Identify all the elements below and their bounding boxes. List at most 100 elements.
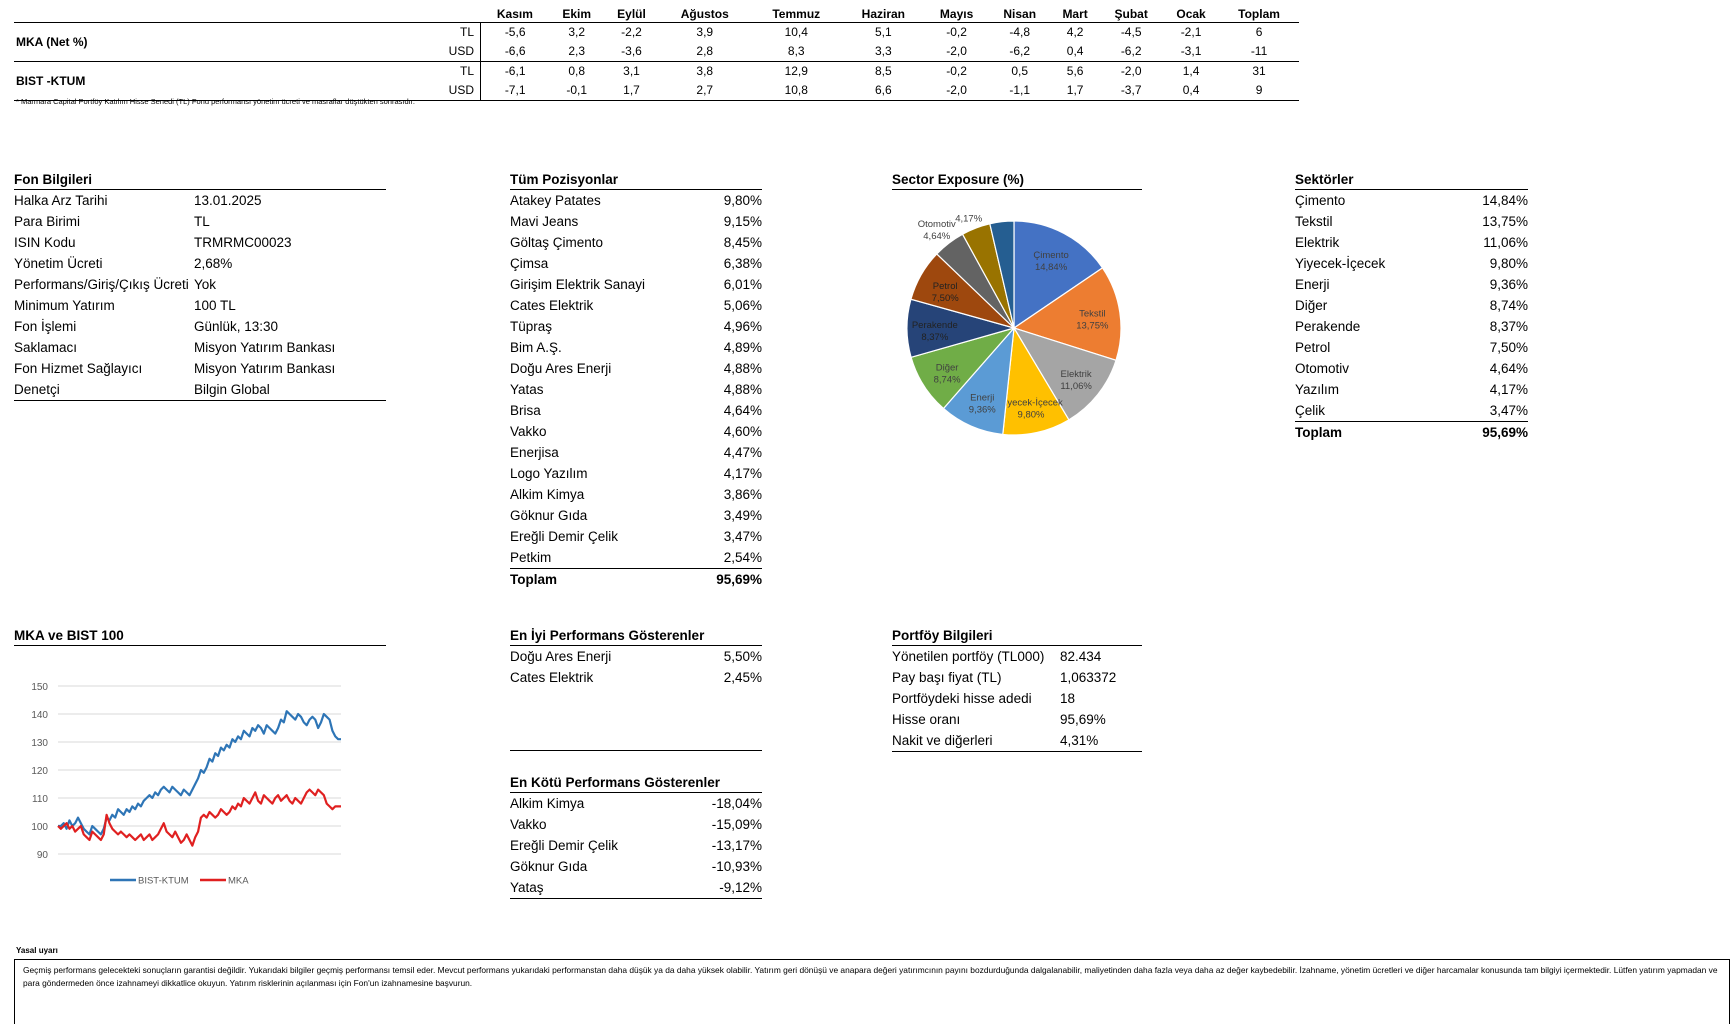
position-row: Ereğli Demir Çelik 3,47% xyxy=(510,526,762,547)
en-kotu-title: En Kötü Performans Gösterenler xyxy=(510,773,762,793)
performance-value: 31 xyxy=(1252,64,1266,78)
sector-exposure-section: Sector Exposure (%) xyxy=(892,170,1142,190)
row-value: 7,50% xyxy=(1489,340,1528,355)
row-value: -18,04% xyxy=(711,796,762,811)
row-value: 8,45% xyxy=(723,235,762,250)
pie-slice xyxy=(1012,326,1117,421)
fon-bilgi-row: ISIN Kodu TRMRMC00023 xyxy=(14,232,386,253)
pie-slice-value: 14,84% xyxy=(1035,262,1068,273)
performance-table-header: Kasım Ekim Eylül Ağustos Temmuz Haziran Mayıs N… xyxy=(14,6,1299,23)
portfoy-bilgi-row: Nakit ve diğerleri 4,31% xyxy=(892,730,1142,751)
row-value: 5,50% xyxy=(723,649,762,664)
row-value: 4,17% xyxy=(723,466,762,481)
month-header: Haziran xyxy=(861,7,906,21)
fon-bilgi-row: Fon Hizmet Sağlayıcı Misyon Yatırım Banka… xyxy=(14,358,386,379)
performance-value: 5,1 xyxy=(874,25,892,39)
pie-slice-name: Otomotiv xyxy=(918,219,956,230)
currency-label: TL xyxy=(459,64,474,78)
row-value: 6,38% xyxy=(723,256,762,271)
row-value: 3,49% xyxy=(723,508,762,523)
row-value: Günlük, 13:30 xyxy=(194,319,279,334)
row-label: Yazılım xyxy=(1295,382,1340,397)
portfoy-bilgi-row: Yönetilen portföy (TL000) 82.434 xyxy=(892,646,1142,667)
month-header: Eylül xyxy=(617,7,646,21)
legal-text: Geçmiş performans gelecekteki sonuçların… xyxy=(14,959,1730,1024)
pie-slice-value: 13,75% xyxy=(1076,321,1109,332)
performance-value: -6,1 xyxy=(480,61,550,81)
fon-bilgi-row: Halka Arz Tarihi 13.01.2025 xyxy=(14,190,386,211)
position-row: Göltaş Çimento 8,45% xyxy=(510,232,762,253)
performance-value: -2,1 xyxy=(1180,25,1202,39)
sektorler-title: Sektörler xyxy=(1295,170,1528,190)
position-row: Logo Yazılım 4,17% xyxy=(510,463,762,484)
row-label: Hisse oranı xyxy=(892,712,961,727)
legend-label: MKA xyxy=(228,876,249,887)
row-label: Cates Elektrik xyxy=(510,298,594,313)
row-value: 9,15% xyxy=(723,214,762,229)
row-label: Yatas xyxy=(510,382,544,397)
row-label: ISIN Kodu xyxy=(14,235,76,250)
performance-value: 9 xyxy=(1219,81,1299,101)
row-value: 4,17% xyxy=(1489,382,1528,397)
row-value: 3,47% xyxy=(1489,403,1528,418)
series-line-mka xyxy=(57,788,341,847)
row-value: 2,68% xyxy=(194,256,233,271)
pie-slice xyxy=(1013,220,1104,330)
performance-value: 0,4 xyxy=(1163,81,1220,101)
pie-slice-label: Perakende 8,37% xyxy=(912,320,958,343)
fon-bilgi-row: Fon İşlemi Günlük, 13:30 xyxy=(14,316,386,337)
row-label: Minimum Yatırım xyxy=(14,298,115,313)
row-value: 4,89% xyxy=(723,340,762,355)
performance-value: 3,1 xyxy=(623,64,640,78)
row-label: Enerjisa xyxy=(510,445,559,460)
pie-slice-value: 8,37% xyxy=(921,332,948,343)
row-label: Alkim Kimya xyxy=(510,487,585,502)
performance-value: 8,3 xyxy=(750,42,842,62)
sector-row: Tekstil 13,75% xyxy=(1295,211,1528,232)
position-row: Yatas 4,88% xyxy=(510,379,762,400)
pie-slice-name: Petrol xyxy=(933,281,958,292)
y-tick-label: 140 xyxy=(31,710,48,721)
pie-slice-value: 4,64% xyxy=(923,231,950,242)
performance-value: -6,2 xyxy=(988,42,1051,62)
month-header: Ekim xyxy=(562,7,592,21)
row-label: Logo Yazılım xyxy=(510,466,588,481)
pie-slice-value: 8,74% xyxy=(934,374,961,385)
performance-row: USD -7,1 -0,1 1,7 2,7 10,8 6,6 -2,0 -1,1 1,7 -3,7 0… xyxy=(14,81,1299,101)
total-value: 95,69% xyxy=(1482,425,1528,440)
y-tick-label: 130 xyxy=(31,738,48,749)
performance-value: -5,6 xyxy=(480,22,550,42)
row-value: 8,37% xyxy=(1489,319,1528,334)
row-value: 2,54% xyxy=(723,550,762,565)
total-value: 95,69% xyxy=(716,572,762,587)
sector-row: Petrol 7,50% xyxy=(1295,337,1528,358)
performance-value: 3,3 xyxy=(841,42,925,62)
pie-slice-name: Yiyecek-İçecek xyxy=(999,397,1063,408)
row-value: -10,93% xyxy=(711,859,762,874)
row-label: Atakey Patates xyxy=(510,193,601,208)
pie-slice xyxy=(1012,267,1122,362)
performance-value: 6,6 xyxy=(841,81,925,101)
position-row: Mavi Jeans 9,15% xyxy=(510,211,762,232)
performance-value: 1,7 xyxy=(604,81,659,101)
row-label: Para Birimi xyxy=(14,214,81,229)
row-label: Perakende xyxy=(1295,319,1361,334)
position-row: Alkim Kimya 3,86% xyxy=(510,484,762,505)
performance-value: -6,2 xyxy=(1099,42,1163,62)
pie-slice-name: Enerji xyxy=(970,393,994,404)
worst-performer-row: Yataş -9,12% xyxy=(510,877,762,898)
mka-bist-line-chart: 90 100 110 120 130 140 150 BIST-KTUM MKA xyxy=(31,682,341,887)
pie-slice-name: Tekstil xyxy=(1079,309,1105,320)
month-header: Nisan xyxy=(1003,7,1037,21)
sector-row: Çimento 14,84% xyxy=(1295,190,1528,211)
legal-title: Yasal uyarı xyxy=(16,946,58,955)
row-value: 3,47% xyxy=(723,529,762,544)
portfoy-bilgi-row: Pay başı fiyat (TL) 1,063372 xyxy=(892,667,1142,688)
row-value: 4,96% xyxy=(723,319,762,334)
en-iyi-section: En İyi Performans Gösterenler Doğu Ares … xyxy=(510,626,762,688)
row-value: 100 TL xyxy=(194,298,236,313)
row-label: Tekstil xyxy=(1295,214,1333,229)
performance-value: 0,8 xyxy=(568,64,586,78)
row-value: -13,17% xyxy=(711,838,762,853)
pie-slice xyxy=(989,220,1015,329)
